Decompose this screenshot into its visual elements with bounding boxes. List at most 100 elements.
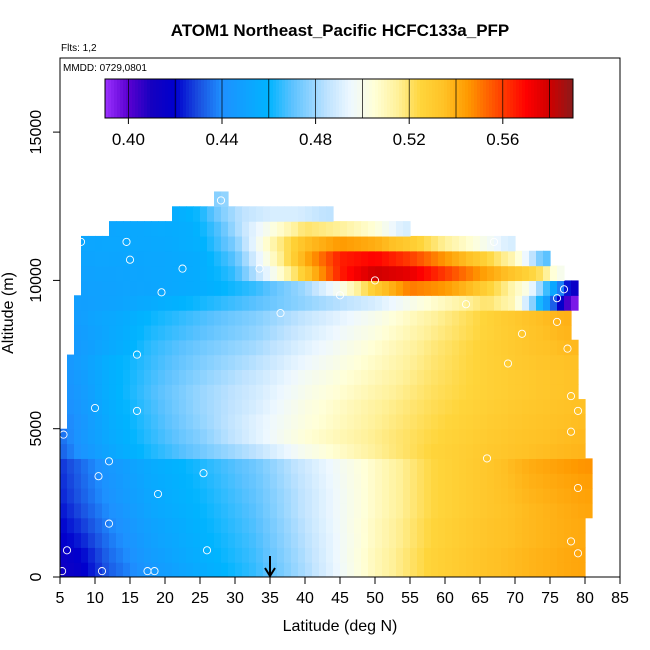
heatmap-cell <box>410 399 418 415</box>
heatmap-cell <box>200 547 208 563</box>
heatmap-cell <box>361 384 369 400</box>
heatmap-cell <box>179 369 187 385</box>
heatmap-cell <box>270 413 278 430</box>
heatmap-cell <box>326 324 334 341</box>
colorbar-segment <box>291 79 295 118</box>
heatmap-cell <box>242 502 250 519</box>
heatmap-cell <box>431 354 439 370</box>
heatmap-cell <box>305 532 313 548</box>
heatmap-cell <box>242 473 250 489</box>
heatmap-cell <box>81 547 89 563</box>
heatmap-cell <box>123 532 131 548</box>
heatmap-cell <box>529 295 537 311</box>
heatmap-cell <box>312 339 320 356</box>
heatmap-cell <box>536 428 544 445</box>
heatmap-cell <box>298 562 306 577</box>
heatmap-cell <box>144 354 152 370</box>
heatmap-cell <box>319 206 327 222</box>
heatmap-cell <box>473 310 481 326</box>
heatmap-cell <box>284 443 292 459</box>
colorbar-gradient <box>105 79 574 118</box>
heatmap-cell <box>368 473 376 489</box>
heatmap-cell <box>494 310 502 326</box>
heatmap-cell <box>102 235 110 252</box>
heatmap-cell <box>165 310 173 326</box>
heatmap-cell <box>382 517 390 534</box>
sample-points <box>60 196 583 576</box>
heatmap-cell <box>543 428 551 445</box>
heatmap-cell <box>158 265 166 282</box>
heatmap-cell <box>165 488 173 504</box>
heatmap-cell <box>291 428 299 445</box>
heatmap-cell <box>522 354 530 370</box>
heatmap-cell <box>116 384 124 400</box>
heatmap-cell <box>445 517 453 534</box>
heatmap-cell <box>459 547 467 563</box>
heatmap-cell <box>557 428 565 445</box>
heatmap-cell <box>88 265 96 282</box>
heatmap-cell <box>319 221 327 237</box>
colorbar-segment <box>189 79 193 118</box>
heatmap-cell <box>81 532 89 548</box>
heatmap-cell <box>186 221 194 237</box>
heatmap-cell <box>333 413 341 430</box>
heatmap-cell <box>186 384 194 400</box>
heatmap-cell <box>585 473 593 489</box>
heatmap-cell <box>410 354 418 370</box>
heatmap-cell <box>74 488 82 504</box>
heatmap-cell <box>529 488 537 504</box>
heatmap-cell <box>487 532 495 548</box>
colorbar-segment <box>474 79 478 118</box>
heatmap-cell <box>228 354 236 370</box>
heatmap-cell <box>116 324 124 341</box>
heatmap-cell <box>375 295 383 311</box>
heatmap-cell <box>305 488 313 504</box>
colorbar-segment <box>135 79 139 118</box>
heatmap-cell <box>417 250 425 267</box>
heatmap-cell <box>417 339 425 356</box>
heatmap-cell <box>333 399 341 415</box>
heatmap-cell <box>480 532 488 548</box>
heatmap-cell <box>88 428 96 445</box>
heatmap-cell <box>459 473 467 489</box>
heatmap-cell <box>389 221 397 237</box>
heatmap-cell <box>249 295 257 311</box>
heatmap-cell <box>88 384 96 400</box>
colorbar-segment <box>261 79 265 118</box>
heatmap-cell <box>298 295 306 311</box>
heatmap-cell <box>326 206 334 222</box>
heatmap-cell <box>431 280 439 296</box>
colorbar-segment <box>549 79 553 118</box>
heatmap-cell <box>319 458 327 474</box>
colorbar-segment <box>243 79 247 118</box>
heatmap-cell <box>81 443 89 459</box>
heatmap-cell <box>312 517 320 534</box>
heatmap-cell <box>368 502 376 519</box>
heatmap-cell <box>361 324 369 341</box>
heatmap-cell <box>501 339 509 356</box>
heatmap-cell <box>249 339 257 356</box>
colorbar-segment <box>477 79 481 118</box>
y-tick-label: 10000 <box>28 258 45 303</box>
heatmap-cell <box>494 295 502 311</box>
heatmap-cell <box>137 458 145 474</box>
heatmap-cell <box>564 399 572 415</box>
heatmap-cell <box>291 502 299 519</box>
heatmap-cell <box>102 562 110 577</box>
heatmap-cell <box>200 413 208 430</box>
heatmap-cell <box>354 339 362 356</box>
heatmap-cell <box>256 458 264 474</box>
heatmap-cell <box>326 488 334 504</box>
heatmap-cell <box>368 324 376 341</box>
heatmap-cell <box>333 310 341 326</box>
sample-point <box>199 469 208 478</box>
colorbar-segment <box>345 79 349 118</box>
heatmap-cell <box>375 502 383 519</box>
heatmap-cell <box>333 280 341 296</box>
heatmap-cell <box>459 562 467 577</box>
colorbar-ticks: 0.40 0.44 0.48 0.52 0.56 <box>112 118 519 149</box>
heatmap-cell <box>522 250 530 267</box>
heatmap-cell <box>354 265 362 282</box>
heatmap-cell <box>361 280 369 296</box>
heatmap-cell <box>445 324 453 341</box>
